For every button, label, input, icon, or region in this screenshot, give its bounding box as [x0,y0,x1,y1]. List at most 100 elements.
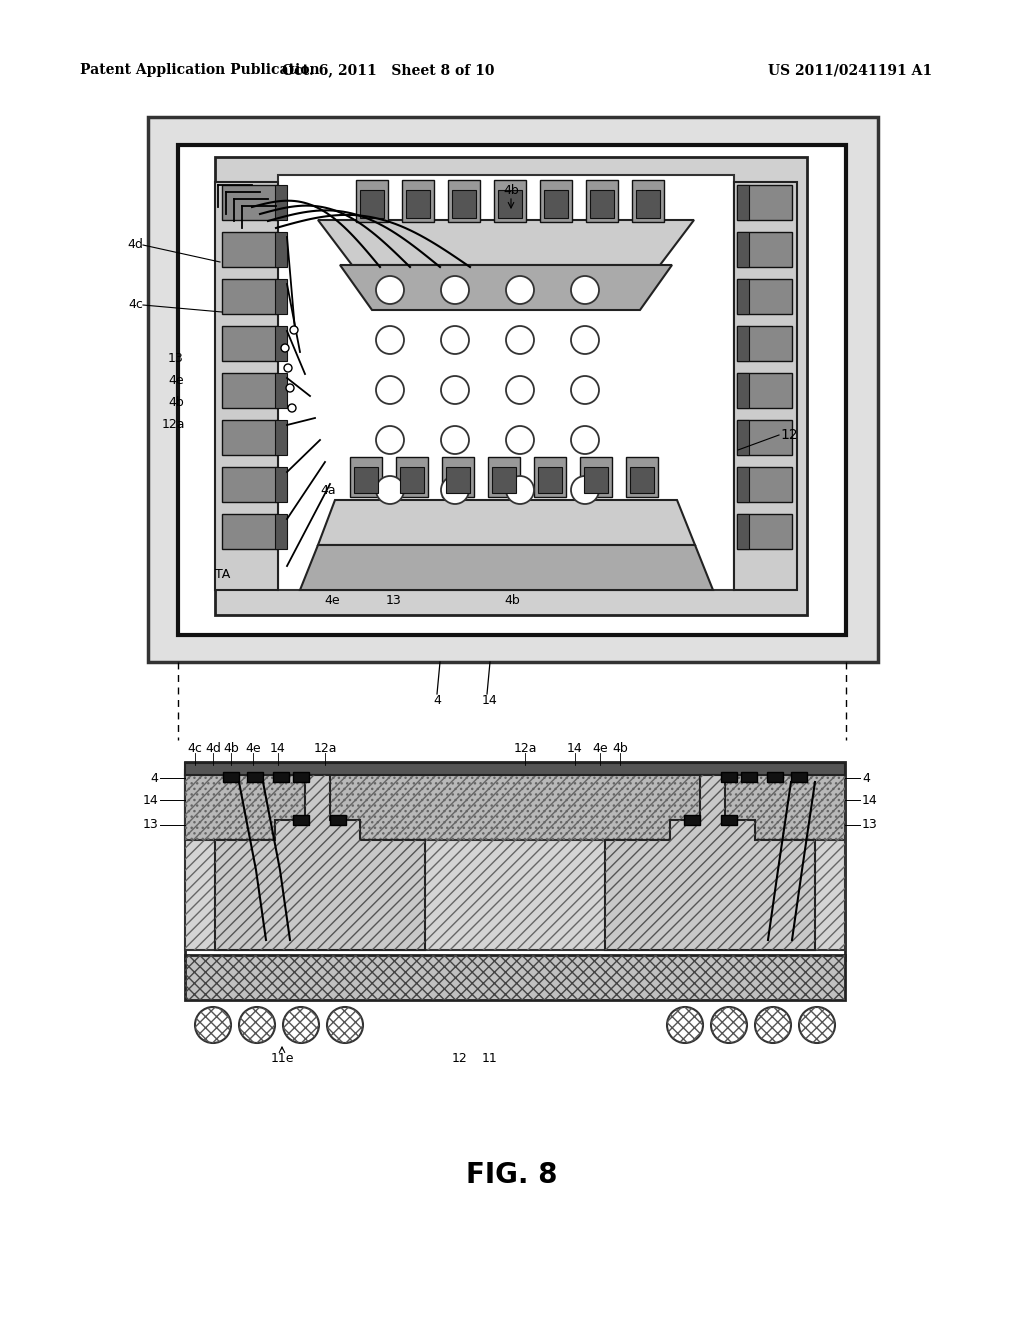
Bar [494,180,526,222]
Text: 4: 4 [433,693,441,706]
Circle shape [239,1007,275,1043]
Polygon shape [318,500,695,545]
Bar [791,772,807,781]
Bar [737,232,749,267]
Bar [222,185,278,220]
Bar [737,279,749,314]
Circle shape [327,1007,362,1043]
Bar [275,374,287,408]
Bar [278,176,734,590]
Bar [275,279,287,314]
Polygon shape [605,775,815,950]
Bar [406,190,430,218]
Circle shape [506,477,534,504]
Circle shape [571,426,599,454]
Circle shape [571,477,599,504]
Bar [737,185,749,220]
Circle shape [290,326,298,334]
Bar [446,467,470,492]
Bar [590,190,614,218]
Text: 13: 13 [862,818,878,832]
Bar [737,420,749,455]
Bar [488,457,520,498]
Text: 4c: 4c [128,298,143,312]
Bar [767,772,783,781]
Circle shape [667,1007,703,1043]
Bar [148,117,878,663]
Bar [734,182,797,590]
Bar [275,185,287,220]
Text: 11: 11 [482,1052,498,1064]
Bar [275,420,287,455]
Polygon shape [215,775,425,950]
Text: Oct. 6, 2011   Sheet 8 of 10: Oct. 6, 2011 Sheet 8 of 10 [282,63,495,77]
Text: 4e: 4e [592,742,608,755]
Text: 4c: 4c [187,742,203,755]
Circle shape [283,1007,319,1043]
Text: 12a: 12a [313,742,337,755]
Text: 4b: 4b [612,742,628,755]
Text: 13: 13 [386,594,401,606]
Bar [178,145,846,635]
Circle shape [441,426,469,454]
Bar [185,770,845,950]
Text: 11e: 11e [270,1052,294,1064]
Bar [185,775,845,840]
Bar [737,279,792,314]
Circle shape [441,276,469,304]
Bar [222,374,278,408]
Text: 13: 13 [168,351,183,364]
Bar [215,182,278,590]
Bar [215,157,807,615]
Bar [737,420,792,455]
Text: 4d: 4d [205,742,221,755]
Bar [737,513,749,549]
Circle shape [441,376,469,404]
Circle shape [506,276,534,304]
Bar [580,457,612,498]
Text: 14: 14 [482,693,498,706]
Bar [275,232,287,267]
Text: 4e: 4e [325,594,340,606]
Bar [330,814,346,825]
Circle shape [571,276,599,304]
Text: 14: 14 [142,793,158,807]
Bar [737,467,749,502]
Circle shape [506,376,534,404]
Bar [630,467,654,492]
Text: 14: 14 [862,793,878,807]
Text: 12: 12 [453,1052,468,1064]
Bar [396,457,428,498]
Text: FIG. 8: FIG. 8 [466,1162,558,1189]
Bar [356,180,388,222]
Text: 14: 14 [270,742,286,755]
Circle shape [441,477,469,504]
Bar [222,513,278,549]
Bar [185,770,845,950]
Bar [737,374,792,408]
Bar [275,513,287,549]
Circle shape [376,426,404,454]
Bar [737,185,792,220]
Text: 4: 4 [151,771,158,784]
Polygon shape [340,265,672,310]
Circle shape [376,326,404,354]
Polygon shape [300,545,713,590]
Bar [442,457,474,498]
Circle shape [799,1007,835,1043]
Bar [402,180,434,222]
Bar [275,326,287,360]
Bar [360,190,384,218]
Text: 4b: 4b [503,183,519,197]
Circle shape [281,345,289,352]
Circle shape [506,426,534,454]
Text: Patent Application Publication: Patent Application Publication [80,63,319,77]
Bar [737,467,792,502]
Bar [222,467,278,502]
Bar [498,190,522,218]
Bar [737,513,792,549]
Bar [492,467,516,492]
Bar [273,772,289,781]
Circle shape [286,384,294,392]
Circle shape [571,326,599,354]
